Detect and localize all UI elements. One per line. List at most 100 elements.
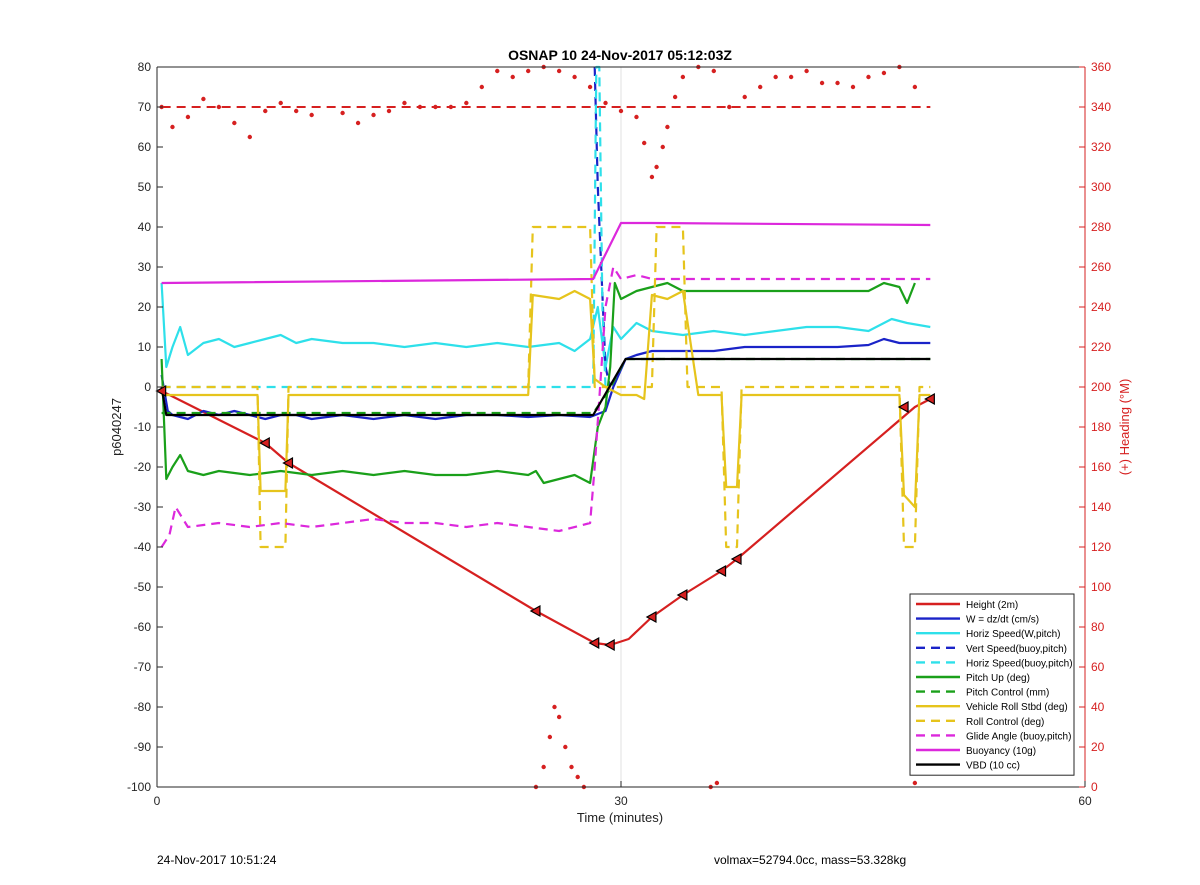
y2-tick-label: 80 <box>1091 620 1105 634</box>
y-tick-label: -100 <box>127 780 151 794</box>
y-tick-label: 80 <box>138 60 152 74</box>
heading-point <box>680 74 686 80</box>
y2-tick-label: 320 <box>1091 140 1111 154</box>
heading-point <box>672 94 678 100</box>
heading-point <box>340 110 345 116</box>
heading-point <box>402 100 407 106</box>
series-line-pitch-control-mm <box>161 357 931 415</box>
heading-point <box>479 84 484 90</box>
heading-point <box>278 100 283 106</box>
heading-point <box>714 780 720 786</box>
triangle-marker <box>676 588 688 602</box>
heading-point <box>386 108 392 114</box>
y2-tick-label: 0 <box>1091 780 1098 794</box>
heading-point <box>912 780 918 786</box>
heading-point <box>294 108 299 114</box>
heading-point <box>417 104 423 110</box>
heading-point <box>587 84 593 90</box>
legend-label-glide-angle-buoy-pitch: Glide Angle (buoy,pitch) <box>966 731 1071 742</box>
heading-point <box>448 104 454 110</box>
heading-point <box>850 84 856 90</box>
y-tick-label: -30 <box>134 500 152 514</box>
y-tick-label: -70 <box>134 660 152 674</box>
heading-point <box>552 704 557 710</box>
legend-label-roll-control-deg: Roll Control (deg) <box>966 717 1044 728</box>
heading-point <box>355 120 361 126</box>
y2-tick-label: 340 <box>1091 100 1111 114</box>
y2-tick-label: 60 <box>1091 660 1105 674</box>
heading-point <box>649 174 655 180</box>
heading-point <box>603 100 608 106</box>
heading-point <box>541 764 546 770</box>
heading-point <box>575 774 580 780</box>
series-line-roll-control-deg <box>161 225 931 549</box>
heading-point <box>170 124 175 130</box>
heading-point <box>563 744 568 750</box>
triangle-marker <box>603 638 615 652</box>
triangle-markers <box>155 384 935 652</box>
footer-vol-mass: volmax=52794.0cc, mass=53.328kg <box>714 853 907 867</box>
heading-point <box>510 74 515 80</box>
y-tick-label: 20 <box>138 300 152 314</box>
y-tick-label: 70 <box>138 100 152 114</box>
x-tick-label: 60 <box>1078 794 1092 808</box>
heading-point <box>819 80 825 86</box>
heading-point <box>654 164 659 170</box>
series-line-vbd-10-cc <box>160 357 931 417</box>
y2-tick-label: 40 <box>1091 700 1105 714</box>
triangle-marker <box>259 436 270 450</box>
y-tick-label: 50 <box>138 180 152 194</box>
legend-label-horiz-speed-buoy-pitch: Horiz Speed(buoy,pitch) <box>966 658 1073 669</box>
heading-point <box>433 104 438 110</box>
triangle-marker <box>897 400 909 414</box>
y2-tick-label: 240 <box>1091 300 1111 314</box>
triangle-marker <box>155 384 167 398</box>
heading-point <box>642 140 647 146</box>
triangle-marker <box>730 552 742 566</box>
triangle-marker <box>924 392 935 406</box>
y2-tick-label: 360 <box>1091 60 1111 74</box>
heading-point <box>263 108 268 114</box>
x-tick-label: 0 <box>154 794 161 808</box>
x-axis-label: Time (minutes) <box>577 810 663 825</box>
y2-tick-label: 220 <box>1091 340 1111 354</box>
series-line-buoyancy-10g <box>161 221 931 285</box>
heading-point <box>835 80 840 86</box>
y-tick-label: -80 <box>134 700 152 714</box>
y2-tick-label: 260 <box>1091 260 1111 274</box>
heading-point <box>912 84 918 90</box>
legend-label-vert-speed-buoy-pitch: Vert Speed(buoy,pitch) <box>966 644 1067 655</box>
heading-point <box>247 134 252 140</box>
heading-point <box>569 764 574 770</box>
series-line-vehicle-roll-stbd-deg <box>161 289 931 509</box>
heading-point <box>309 112 314 118</box>
y-tick-label: 60 <box>138 140 152 154</box>
y-tick-label: 0 <box>144 380 151 394</box>
triangle-marker <box>715 564 727 578</box>
y2-tick-label: 140 <box>1091 500 1111 514</box>
heading-point <box>758 84 763 90</box>
y2-axis-label: (+) Heading (°M) <box>1117 379 1132 476</box>
y2-tick-label: 160 <box>1091 460 1111 474</box>
heading-point <box>371 112 376 118</box>
legend-label-pitch-control-mm: Pitch Control (mm) <box>966 688 1049 699</box>
legend-label-horiz-speed-w-pitch: Horiz Speed(W,pitch) <box>966 629 1060 640</box>
series-line-pitch-up-deg <box>160 281 916 485</box>
y-tick-label: -90 <box>134 740 152 754</box>
legend-label-w-dz-dt-cm-s: W = dz/dt (cm/s) <box>966 615 1039 626</box>
heading-point <box>185 114 191 120</box>
heading-point <box>881 70 887 76</box>
y2-tick-label: 20 <box>1091 740 1105 754</box>
heading-point <box>464 100 469 106</box>
legend-label-buoyancy-10g: Buoyancy (10g) <box>966 746 1036 757</box>
heading-point <box>556 714 562 720</box>
footer-timestamp: 24-Nov-2017 10:51:24 <box>157 853 277 867</box>
heading-point <box>866 74 871 80</box>
series-line-horiz-speed-w-pitch <box>160 282 931 369</box>
heading-point <box>201 96 206 102</box>
triangle-marker <box>645 610 657 624</box>
x-tick-label: 30 <box>614 794 628 808</box>
y2-tick-label: 180 <box>1091 420 1111 434</box>
y2-tick-label: 120 <box>1091 540 1111 554</box>
